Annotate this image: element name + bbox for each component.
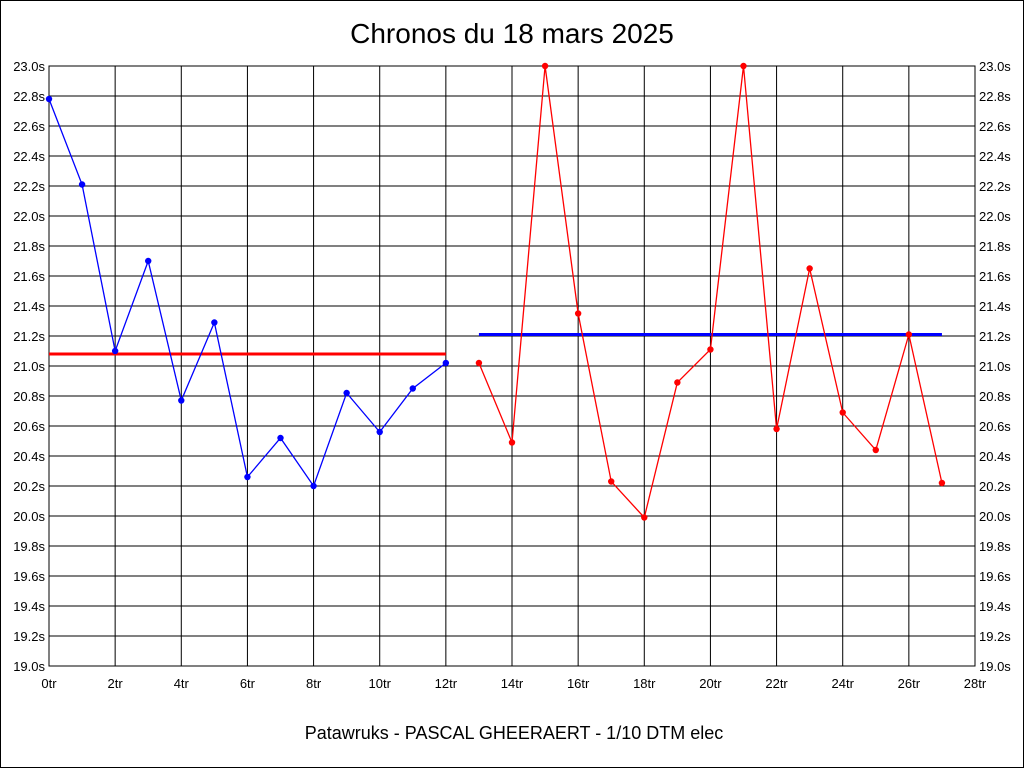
data-point [343,389,350,397]
y-tick-label-left: 21.8s [13,239,45,254]
y-tick-label-right: 20.8s [979,389,1011,404]
plot-border [48,65,976,667]
x-tick-label: 12tr [435,676,458,691]
y-tick-label-right: 22.0s [979,209,1011,224]
data-point [310,482,317,490]
y-tick-label-left: 21.4s [13,299,45,314]
x-tick-label: 0tr [41,676,57,691]
y-tick-label-left: 21.2s [13,329,45,344]
chart-title: Chronos du 18 mars 2025 [350,18,674,49]
data-point [938,479,946,487]
axes: 19.0s 19.0s 19.2s 19.2s 19.4s 19.4s 19.6s 19.6s… [13,59,1011,691]
data-point [277,434,284,442]
y-tick-label-right: 20.0s [979,509,1011,524]
y-tick-label-left: 19.6s [13,569,45,584]
y-tick-label-left: 20.4s [13,449,45,464]
data-point [773,425,780,433]
reference-lines [49,333,942,356]
data-point [806,265,813,272]
data-point [211,319,218,326]
x-tick-label: 4tr [174,676,190,691]
y-tick-label-right: 20.2s [979,479,1011,494]
x-tick-label: 22tr [765,676,788,691]
data-point [707,346,714,353]
y-tick-label-right: 21.0s [979,359,1011,374]
y-tick-label-right: 20.4s [979,449,1011,464]
data-point [674,379,681,386]
data-point [442,359,450,367]
y-tick-label-right: 21.4s [979,299,1011,314]
y-tick-label-left: 20.2s [13,479,45,494]
y-tick-label-right: 22.8s [979,89,1011,104]
grid [48,65,976,667]
data-point [244,473,251,481]
y-tick-label-right: 19.2s [979,629,1011,644]
x-tick-label: 26tr [898,676,921,691]
chart-footer: Patawruks - PASCAL GHEERAERT - 1/10 DTM … [305,723,723,743]
y-tick-label-left: 20.6s [13,419,45,434]
data-point [740,62,747,70]
y-tick-label-left: 20.8s [13,389,45,404]
data-point [111,347,119,355]
data-point [178,397,185,404]
y-tick-label-left: 19.0s [13,659,45,674]
y-tick-label-left: 20.0s [13,509,45,524]
y-tick-label-left: 22.8s [13,89,45,104]
y-tick-label-left: 22.6s [13,119,45,134]
y-tick-label-right: 22.4s [979,149,1011,164]
y-tick-label-right: 21.2s [979,329,1011,344]
y-tick-label-right: 19.4s [979,599,1011,614]
y-tick-label-left: 22.0s [13,209,45,224]
y-tick-label-right: 21.6s [979,269,1011,284]
series [45,62,946,521]
y-tick-label-left: 19.8s [13,539,45,554]
y-tick-label-right: 19.8s [979,539,1011,554]
y-tick-label-right: 19.6s [979,569,1011,584]
x-tick-label: 16tr [567,676,590,691]
data-point [475,359,483,367]
y-tick-label-right: 19.0s [979,659,1011,674]
y-tick-label-right: 21.8s [979,239,1011,254]
y-tick-label-right: 22.6s [979,119,1011,134]
data-point [872,446,879,454]
data-point [641,514,648,521]
data-point [145,257,152,265]
data-point [608,478,615,485]
y-tick-label-left: 22.4s [13,149,45,164]
data-point [839,409,846,416]
x-tick-label: 14tr [501,676,524,691]
x-tick-label: 20tr [699,676,722,691]
y-tick-label-left: 23.0s [13,59,45,74]
x-tick-label: 8tr [306,676,322,691]
data-point [45,95,53,103]
x-tick-label: 18tr [633,676,656,691]
data-point [78,181,86,188]
y-tick-label-left: 21.0s [13,359,45,374]
y-tick-label-right: 23.0s [979,59,1011,74]
y-tick-label-left: 19.4s [13,599,45,614]
x-tick-label: 28tr [964,676,987,691]
x-tick-label: 24tr [832,676,855,691]
y-tick-label-left: 22.2s [13,179,45,194]
data-point [905,331,913,338]
x-tick-label: 6tr [240,676,256,691]
data-point [541,62,549,70]
x-tick-label: 10tr [369,676,392,691]
x-tick-label: 2tr [108,676,124,691]
data-point [508,439,516,446]
y-tick-label-left: 21.6s [13,269,45,284]
y-tick-label-left: 19.2s [13,629,45,644]
data-point [574,310,582,317]
y-tick-label-right: 20.6s [979,419,1011,434]
y-tick-label-right: 22.2s [979,179,1011,194]
data-point [409,385,416,392]
data-point [376,428,383,436]
